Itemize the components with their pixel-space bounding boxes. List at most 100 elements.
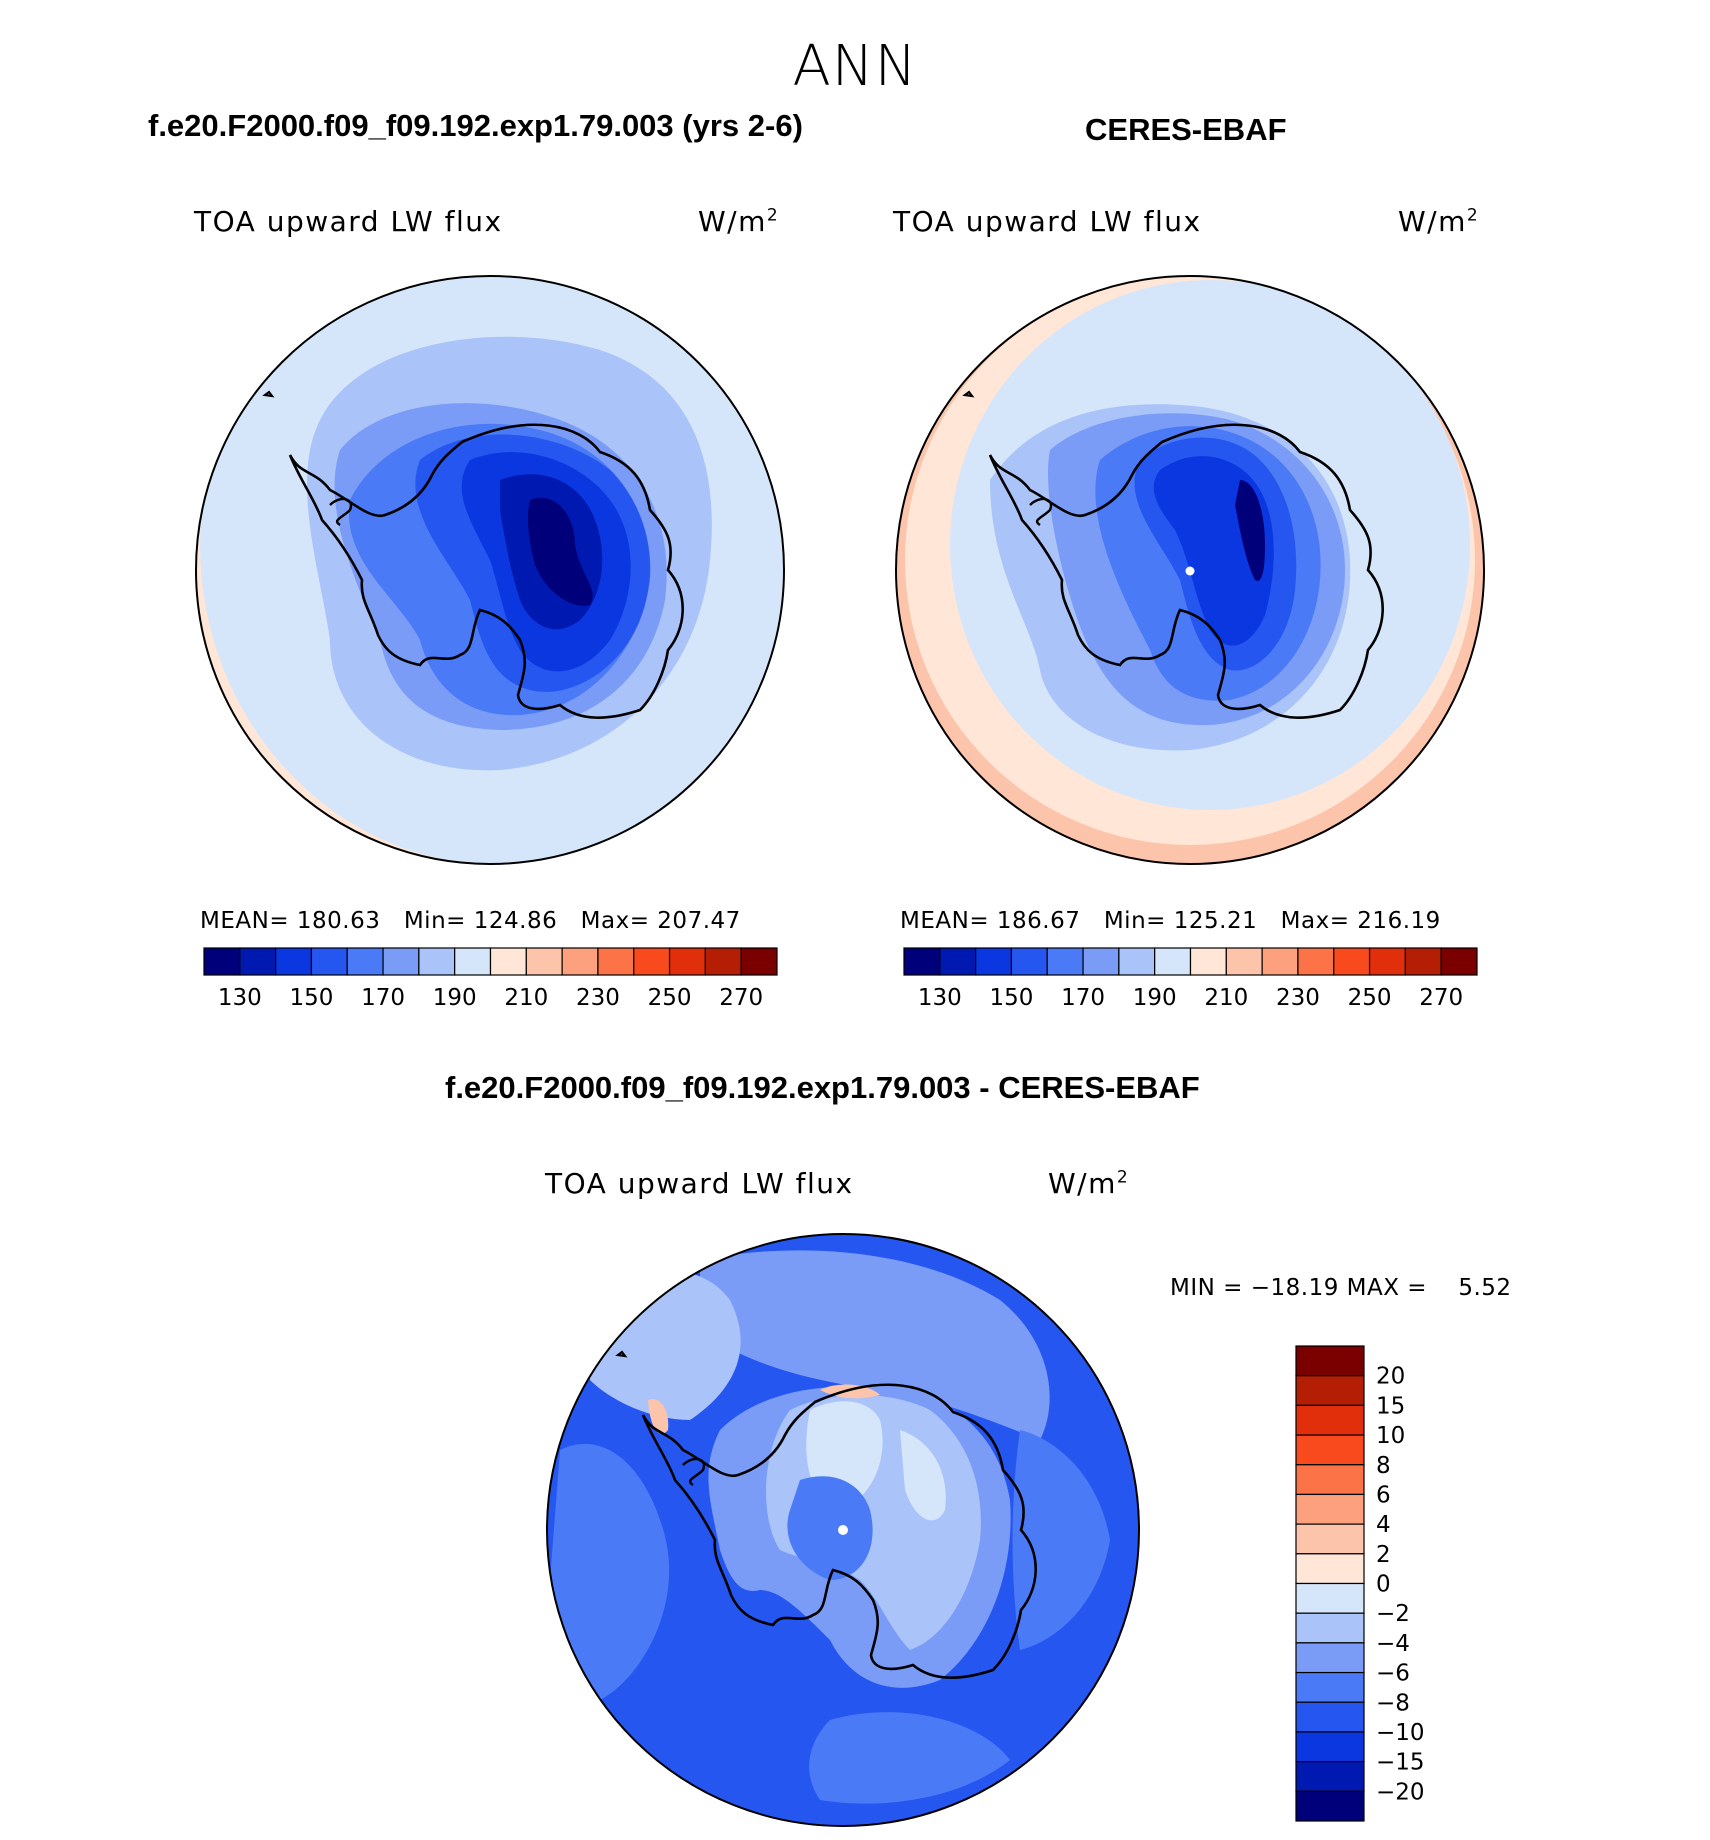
colorbar-tick-label: 230 — [1276, 985, 1320, 1011]
obs-variable-label: TOA upward LW flux — [893, 205, 1202, 238]
difference-variable-label: TOA upward LW flux — [545, 1167, 854, 1200]
colorbar-box — [346, 947, 384, 976]
colorbar-box — [418, 947, 456, 976]
figure-title: ANN — [792, 34, 918, 99]
colorbar-box — [489, 947, 527, 976]
colorbar-box — [1440, 947, 1478, 976]
colorbar-tick-label: 230 — [576, 985, 620, 1011]
colorbar-tick-label: 270 — [719, 985, 763, 1011]
colorbar-box — [1010, 947, 1048, 976]
colorbar-tick-label: 270 — [1419, 985, 1463, 1011]
colorbar-tick-label: 15 — [1376, 1393, 1405, 1419]
colorbar-box — [239, 947, 277, 976]
colorbar-tick-label: 250 — [1348, 985, 1392, 1011]
colorbar-tick-label: 210 — [504, 985, 548, 1011]
colorbar-tick-label: 190 — [433, 985, 477, 1011]
difference-map — [547, 1234, 1139, 1826]
colorbar-tick-label: 150 — [989, 985, 1033, 1011]
colorbar-box — [275, 947, 313, 976]
colorbar-box — [975, 947, 1013, 976]
colorbar-tick-label: 6 — [1376, 1482, 1391, 1508]
colorbar-box — [1404, 947, 1442, 976]
colorbar-box — [597, 947, 635, 976]
colorbar-box — [203, 947, 241, 976]
colorbar-box — [1189, 947, 1227, 976]
colorbar-box — [1118, 947, 1156, 976]
difference-map-border — [546, 1233, 1140, 1827]
colorbar-tick-label: 2 — [1376, 1542, 1391, 1568]
model-stats: MEAN= 180.63 Min= 124.86 Max= 207.47 — [200, 908, 741, 934]
colorbar-tick-label: 250 — [648, 985, 692, 1011]
colorbar-tick-label: 10 — [1376, 1423, 1405, 1449]
colorbar-tick-label: −6 — [1376, 1661, 1410, 1687]
colorbar-tick-label: 190 — [1133, 985, 1177, 1011]
colorbar-tick-label: −15 — [1376, 1750, 1425, 1776]
colorbar-box — [1295, 1493, 1365, 1525]
colorbar-tick-label: −10 — [1376, 1720, 1425, 1746]
model-units-label: W/m2 — [698, 205, 780, 238]
colorbar-box — [1368, 947, 1406, 976]
obs-units-label: W/m2 — [1398, 205, 1480, 238]
colorbar-box — [310, 947, 348, 976]
colorbar-box — [633, 947, 671, 976]
colorbar-box — [1295, 1642, 1365, 1674]
obs-map-border — [895, 275, 1485, 865]
colorbar-box — [1295, 1434, 1365, 1466]
colorbar-box — [454, 947, 492, 976]
obs-map — [896, 276, 1484, 864]
model-case-title: f.e20.F2000.f09_f09.192.exp1.79.003 (yrs… — [148, 108, 803, 143]
difference-case-title: f.e20.F2000.f09_f09.192.exp1.79.003 - CE… — [445, 1070, 1200, 1105]
difference-stats: MIN = −18.19 MAX = 5.52 — [1170, 1275, 1512, 1301]
colorbar-box — [1295, 1523, 1365, 1555]
colorbar-tick-label: 210 — [1204, 985, 1248, 1011]
difference-units-label: W/m2 — [1048, 1167, 1130, 1200]
colorbar-box — [525, 947, 563, 976]
colorbar-tick-label: 20 — [1376, 1364, 1405, 1390]
colorbar-box — [1295, 1671, 1365, 1703]
colorbar-tick-label: 130 — [918, 985, 962, 1011]
colorbar-tick-label: −8 — [1376, 1690, 1410, 1716]
obs-colorbar: 130 150 170 190 210 230 250 270 — [903, 947, 1478, 1011]
colorbar-tick-label: −20 — [1376, 1779, 1425, 1805]
colorbar-box — [382, 947, 420, 976]
colorbar-box — [1295, 1375, 1365, 1406]
colorbar-box — [939, 947, 977, 976]
colorbar-box — [1295, 1582, 1365, 1614]
colorbar-box — [704, 947, 742, 976]
model-map — [196, 276, 784, 864]
colorbar-box — [1082, 947, 1120, 976]
colorbar-box — [1295, 1404, 1365, 1436]
colorbar-box — [1297, 947, 1335, 976]
colorbar-box — [1046, 947, 1084, 976]
colorbar-tick-label: 4 — [1376, 1512, 1391, 1538]
colorbar-tick-label: −2 — [1376, 1601, 1410, 1627]
obs-stats: MEAN= 186.67 Min= 125.21 Max= 216.19 — [900, 908, 1441, 934]
colorbar-tick-label: 130 — [218, 985, 262, 1011]
colorbar-box — [903, 947, 941, 976]
colorbar-tick-label: 8 — [1376, 1453, 1391, 1479]
colorbar-box — [1295, 1612, 1365, 1644]
colorbar-box — [1295, 1761, 1365, 1792]
model-map-border — [195, 275, 785, 865]
colorbar-tick-label: 170 — [1061, 985, 1105, 1011]
colorbar-box — [668, 947, 706, 976]
colorbar-tick-label: 170 — [361, 985, 405, 1011]
colorbar-box — [1295, 1464, 1365, 1496]
colorbar-box — [1225, 947, 1263, 976]
obs-case-title: CERES-EBAF — [1085, 112, 1287, 147]
colorbar-box — [1154, 947, 1192, 976]
colorbar-box — [740, 947, 778, 976]
colorbar-box — [1295, 1731, 1365, 1763]
colorbar-box — [1261, 947, 1299, 976]
colorbar-box — [1295, 1790, 1365, 1822]
colorbar-tick-label: 0 — [1376, 1572, 1391, 1598]
colorbar-tick-label: 150 — [289, 985, 333, 1011]
model-colorbar: 130 150 170 190 210 230 250 270 — [203, 947, 778, 1011]
colorbar-box — [1295, 1701, 1365, 1733]
colorbar-box — [561, 947, 599, 976]
colorbar-box — [1333, 947, 1371, 976]
colorbar-box — [1295, 1553, 1365, 1585]
model-variable-label: TOA upward LW flux — [194, 205, 503, 238]
